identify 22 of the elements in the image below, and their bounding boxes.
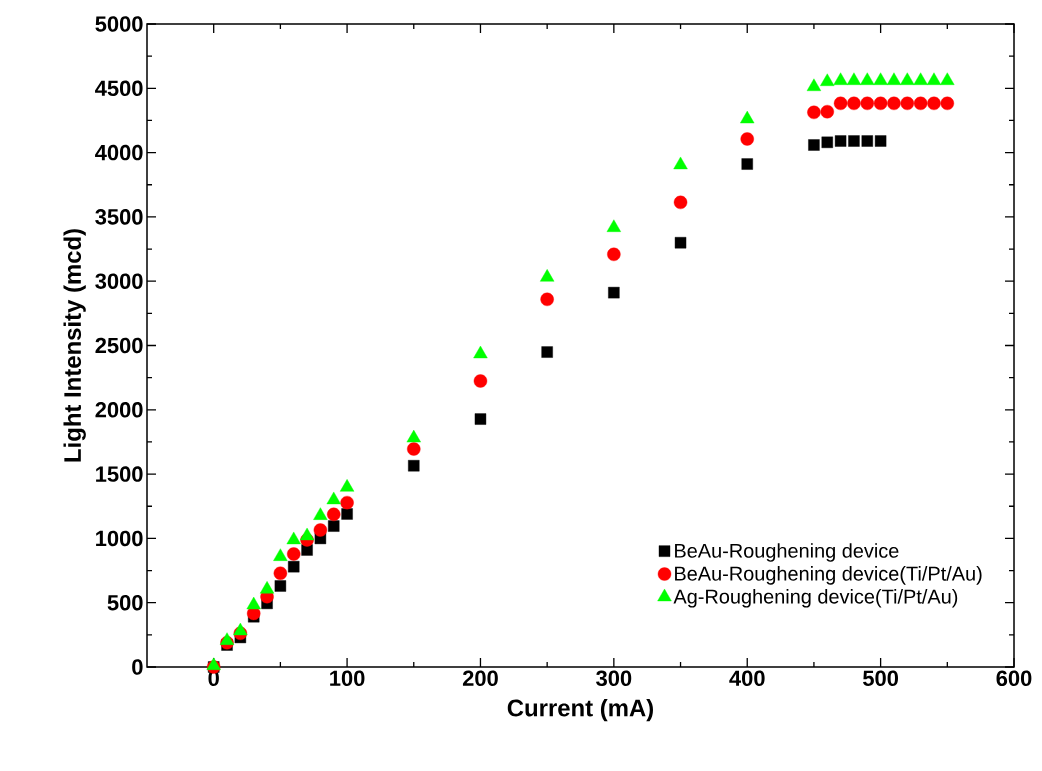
legend-label: Ag-Roughening device(Ti/Pt/Au) bbox=[673, 589, 958, 608]
y-tick-label: 1000 bbox=[96, 530, 143, 547]
legend-label: BeAu-Roughening device bbox=[675, 543, 899, 562]
y-tick-label: 5000 bbox=[95, 16, 143, 32]
x-tick-label: 500 bbox=[863, 670, 898, 687]
y-tick-label: 2500 bbox=[95, 337, 143, 354]
x-tick-label: 400 bbox=[729, 670, 765, 687]
y-tick-label: 2000 bbox=[95, 402, 143, 418]
y-tick-label: 0 bbox=[132, 659, 143, 675]
legend-label: BeAu-Roughening device(Ti/Pt/Au) bbox=[675, 566, 982, 585]
y-tick-label: 4500 bbox=[95, 80, 143, 97]
x-tick-label: 300 bbox=[596, 670, 632, 687]
y-tick-label: 3000 bbox=[95, 273, 143, 289]
x-tick-label: 100 bbox=[330, 670, 365, 687]
y-tick-label: 4000 bbox=[95, 144, 143, 161]
y-tick-label: 1500 bbox=[96, 466, 143, 482]
y-tick-label: 3500 bbox=[95, 209, 143, 225]
x-tick-label: 200 bbox=[462, 670, 498, 687]
y-axis-title: Light Intensity (mcd) bbox=[63, 229, 86, 462]
x-axis-title: Current (mA) bbox=[507, 698, 653, 722]
y-tick-label: 500 bbox=[107, 594, 143, 611]
x-tick-label: 600 bbox=[996, 670, 1032, 687]
